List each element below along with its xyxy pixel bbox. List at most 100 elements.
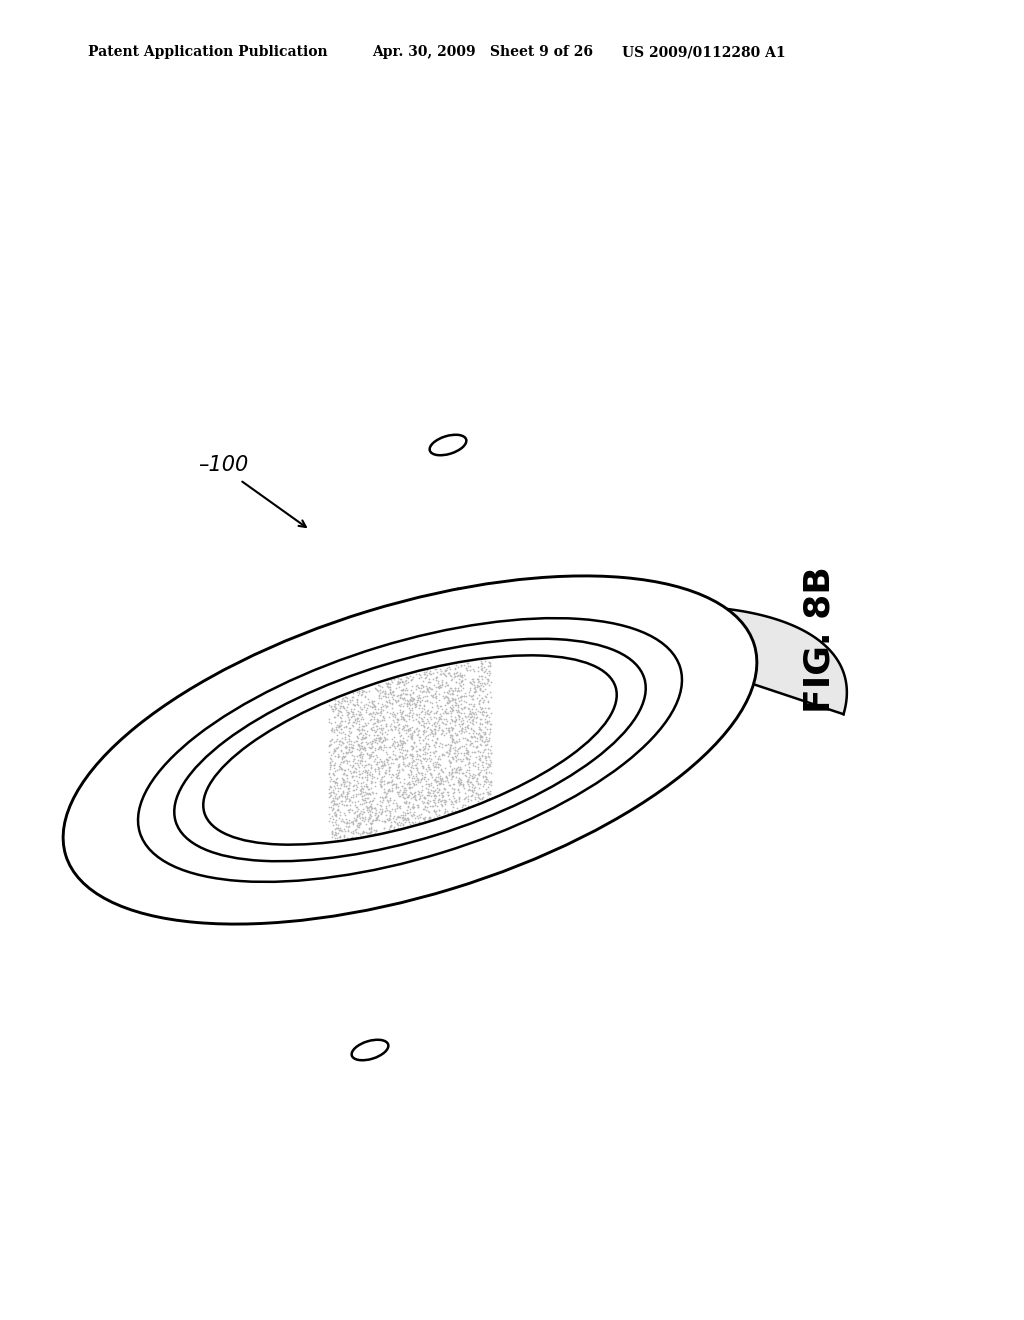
Point [439,784,456,805]
Point [369,710,385,731]
Point [364,692,380,713]
Point [455,714,471,735]
Point [346,711,362,733]
Point [437,801,454,822]
Point [337,785,353,807]
Point [435,688,452,709]
Point [339,697,355,718]
Point [467,731,483,752]
Point [471,726,487,747]
Point [473,759,489,780]
Point [398,684,415,705]
Point [361,809,378,830]
Point [473,746,489,767]
Point [373,775,389,796]
Point [367,737,383,758]
Point [427,793,443,814]
Point [326,719,342,741]
Point [430,756,446,777]
Point [461,779,477,800]
Point [349,689,366,710]
Point [385,805,401,826]
Point [350,784,367,805]
Point [459,721,475,742]
Point [442,735,459,756]
Point [452,731,468,752]
Point [351,764,368,785]
Point [471,671,487,692]
Point [365,697,381,718]
Point [441,743,458,764]
Point [474,751,490,772]
Point [334,705,350,726]
Point [401,777,418,799]
Point [411,783,427,804]
Point [404,693,421,714]
Point [356,719,373,741]
Point [367,698,383,719]
Point [376,751,392,772]
Point [481,754,498,775]
Point [382,756,398,777]
Point [327,772,343,793]
Point [362,734,379,755]
Point [468,737,484,758]
Point [373,776,389,797]
Point [460,741,476,762]
Point [351,701,368,722]
Point [460,771,476,792]
Point [436,661,453,682]
Point [471,748,487,770]
Point [347,785,364,807]
Point [420,700,436,721]
Point [471,665,487,686]
Point [370,711,386,733]
Point [460,655,476,676]
Point [476,774,493,795]
Point [399,705,416,726]
Point [475,776,492,797]
Point [477,752,494,774]
Point [453,665,469,686]
Point [453,748,469,770]
Point [368,719,384,741]
Point [385,743,401,764]
Point [356,810,373,832]
Point [367,809,383,830]
Point [374,758,390,779]
Point [428,685,444,706]
Point [354,738,371,759]
Point [481,774,498,795]
Point [401,776,418,797]
Point [323,781,339,803]
Point [403,729,420,750]
Point [403,747,420,768]
Point [361,737,378,758]
Point [357,711,374,733]
Point [338,737,354,758]
Point [401,752,418,774]
Point [362,817,379,838]
Point [354,760,371,781]
Point [457,777,473,799]
Point [349,800,366,821]
Point [374,755,390,776]
Point [397,744,414,766]
Point [446,694,463,715]
Point [354,739,371,760]
Point [384,775,400,796]
Point [456,685,472,706]
Point [374,800,390,821]
Point [439,702,456,723]
Point [474,669,490,690]
Point [375,706,391,727]
Point [382,676,398,697]
Point [412,750,428,771]
Point [410,688,426,709]
Point [420,756,436,777]
Point [328,730,344,751]
Point [328,777,344,799]
Point [445,788,462,809]
Point [389,766,406,787]
Point [451,690,467,711]
